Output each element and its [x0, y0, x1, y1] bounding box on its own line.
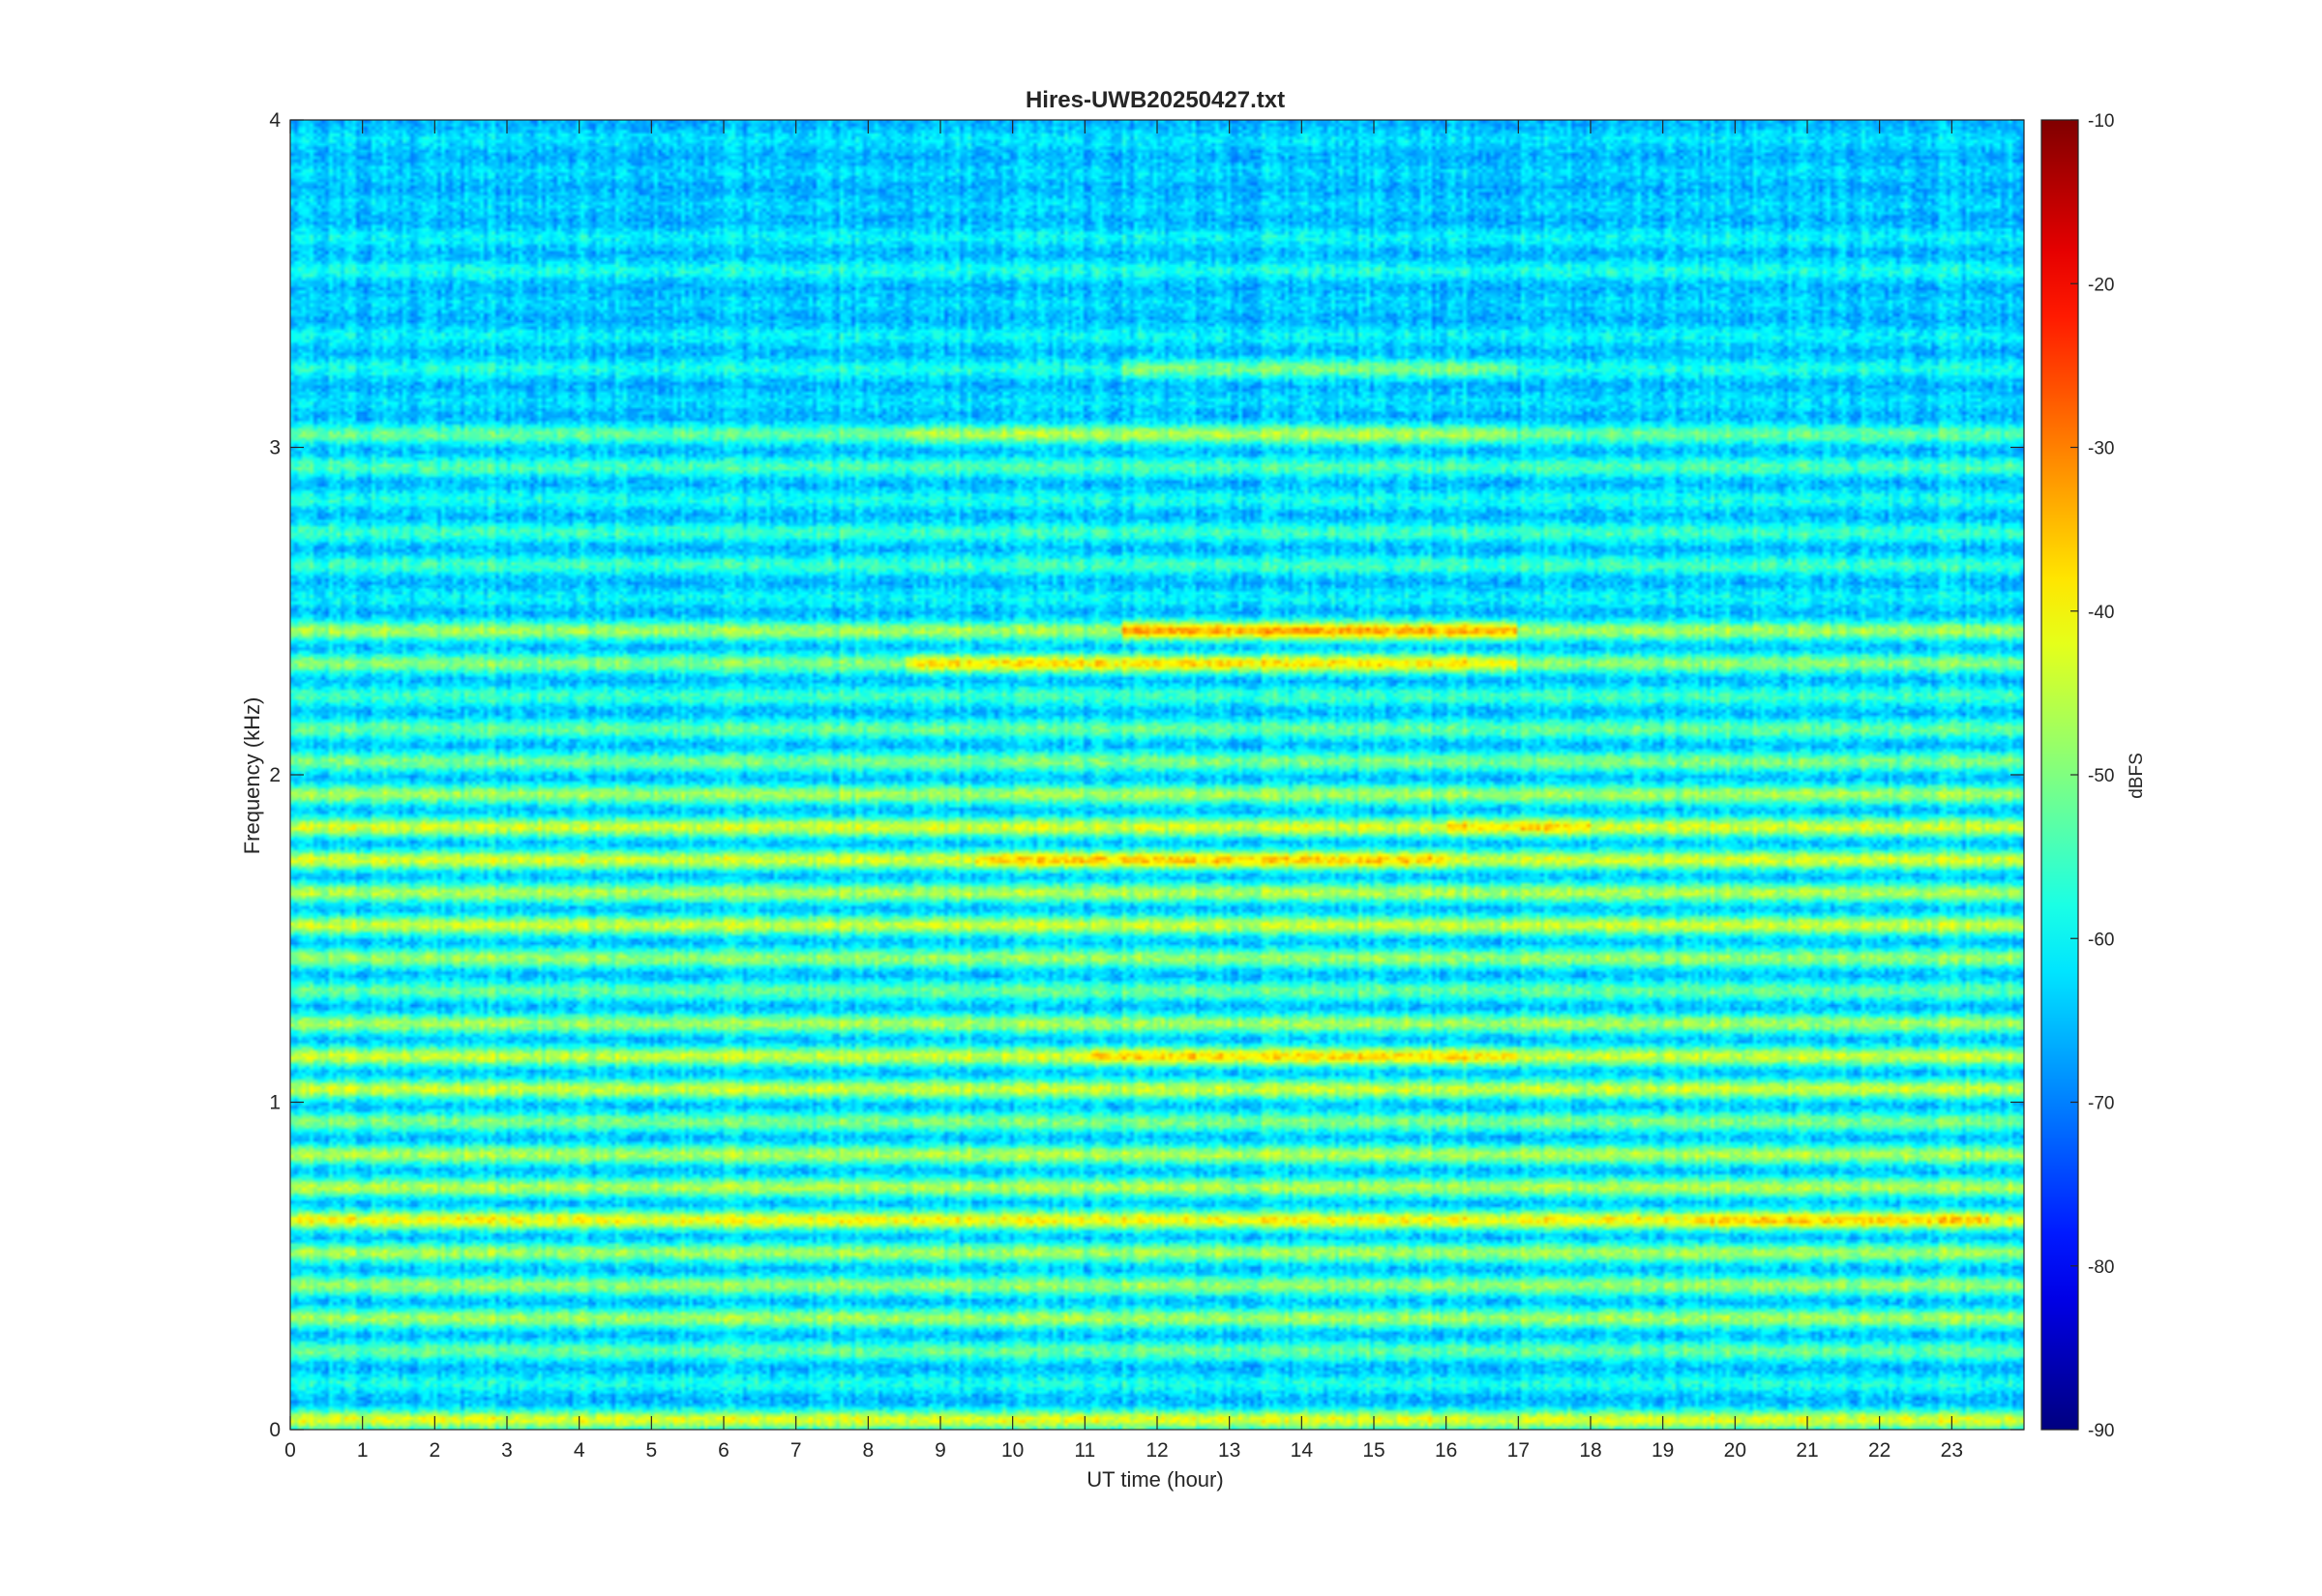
chart-title: Hires-UWB20250427.txt: [1026, 87, 1285, 113]
colorbar-tick-label: -50: [2088, 766, 2114, 786]
y-tick-label: 2: [269, 764, 281, 786]
x-tick-label: 11: [1074, 1439, 1095, 1462]
colorbar-tick-label: -90: [2088, 1421, 2114, 1441]
x-tick-label: 8: [862, 1439, 874, 1462]
x-tick-label: 21: [1796, 1439, 1818, 1462]
x-tick-label: 2: [429, 1439, 440, 1462]
x-tick-label: 13: [1218, 1439, 1240, 1462]
x-tick-label: 23: [1941, 1439, 1963, 1462]
y-axis-label: Frequency (kHz): [240, 697, 264, 855]
colorbar-ticks: -90 -80 -70 -60 -50 -40 -30 -20 -10: [2070, 111, 2114, 1441]
x-tick-label: 15: [1362, 1439, 1384, 1462]
x-axis-label: UT time (hour): [1087, 1467, 1223, 1492]
x-tick-label: 10: [1001, 1439, 1024, 1462]
x-tick-label: 3: [501, 1439, 513, 1462]
x-tick-label: 12: [1146, 1439, 1168, 1462]
colorbar-label: dBFS: [2127, 753, 2147, 799]
colorbar-tick-label: -30: [2088, 439, 2114, 459]
colorbar-tick-label: -80: [2088, 1257, 2114, 1278]
x-tick-label: 5: [645, 1439, 657, 1462]
y-axis-ticks: 0 1 2 3 4: [269, 109, 2024, 1441]
x-tick-label: 16: [1435, 1439, 1457, 1462]
colorbar-tick-label: -40: [2088, 603, 2114, 623]
colorbar-tick-label: -60: [2088, 930, 2114, 950]
x-tick-label: 17: [1507, 1439, 1530, 1462]
y-tick-label: 0: [269, 1419, 281, 1441]
x-tick-label: 20: [1724, 1439, 1746, 1462]
x-tick-label: 7: [790, 1439, 802, 1462]
y-tick-label: 1: [269, 1092, 281, 1114]
y-tick-label: 4: [269, 109, 281, 132]
x-tick-label: 9: [935, 1439, 946, 1462]
colorbar-tick-label: -20: [2088, 275, 2114, 295]
x-tick-label: 4: [574, 1439, 585, 1462]
spectrogram-image: [290, 120, 2024, 1430]
x-tick-label: 22: [1868, 1439, 1890, 1462]
x-tick-label: 6: [718, 1439, 729, 1462]
colorbar-tick-label: -10: [2088, 111, 2114, 132]
x-tick-label: 18: [1579, 1439, 1601, 1462]
colorbar-tick-label: -70: [2088, 1094, 2114, 1114]
x-tick-label: 1: [357, 1439, 369, 1462]
y-tick-label: 3: [269, 437, 281, 459]
plot-area: [289, 119, 2025, 1431]
colorbar: -90 -80 -70 -60 -50 -40 -30 -20 -10 dBFS: [2040, 111, 2147, 1441]
x-tick-label: 14: [1291, 1439, 1314, 1462]
x-tick-label: 19: [1652, 1439, 1674, 1462]
x-axis-ticks: 0 1 2 3 4 5 6 7 8 9 10 11 12 13 14 15 16 17 18 19 20 21 22 23: [284, 120, 1963, 1462]
x-tick-label: 0: [284, 1439, 296, 1462]
